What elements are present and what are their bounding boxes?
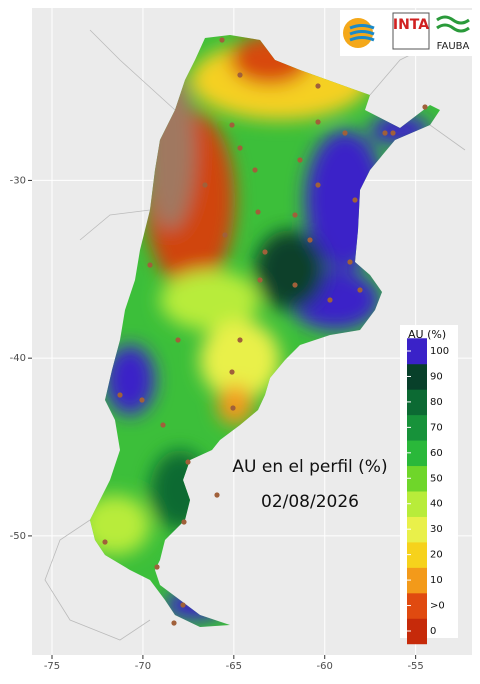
station bbox=[237, 72, 243, 78]
legend-swatch bbox=[407, 592, 427, 619]
station bbox=[315, 182, 321, 188]
legend-label: 80 bbox=[430, 397, 443, 408]
stations bbox=[102, 37, 428, 626]
station bbox=[171, 620, 177, 626]
legend-swatch bbox=[407, 363, 427, 390]
legend-label: 60 bbox=[430, 448, 443, 459]
station bbox=[222, 232, 228, 238]
station bbox=[347, 259, 353, 265]
station bbox=[154, 564, 160, 570]
legend-swatch bbox=[407, 516, 427, 543]
legend-swatch bbox=[407, 541, 427, 568]
legend-label: 20 bbox=[430, 550, 443, 561]
station bbox=[262, 249, 268, 255]
station bbox=[307, 237, 313, 243]
annotation: 02/08/2026 bbox=[261, 492, 359, 512]
legend-label: 50 bbox=[430, 473, 443, 484]
legend-label: 30 bbox=[430, 524, 443, 535]
station bbox=[297, 157, 303, 163]
x-tick-label: -65 bbox=[226, 661, 242, 672]
station bbox=[237, 145, 243, 151]
station bbox=[252, 167, 258, 173]
station bbox=[102, 539, 108, 545]
x-tick-label: -60 bbox=[317, 661, 333, 672]
legend-label: 40 bbox=[430, 499, 443, 510]
legend-swatch bbox=[407, 389, 427, 416]
legend-label: 90 bbox=[430, 371, 443, 382]
station bbox=[202, 182, 208, 188]
station bbox=[117, 392, 123, 398]
x-tick-label: -75 bbox=[44, 661, 60, 672]
logo-fauba bbox=[436, 15, 470, 33]
station bbox=[292, 212, 298, 218]
y-tick-label: -40 bbox=[10, 353, 26, 364]
station bbox=[342, 130, 348, 136]
station bbox=[257, 277, 263, 283]
station bbox=[315, 119, 321, 125]
station bbox=[219, 37, 225, 43]
legend-label: >0 bbox=[430, 601, 445, 612]
station bbox=[357, 287, 363, 293]
station bbox=[139, 397, 145, 403]
station bbox=[185, 459, 191, 465]
station bbox=[255, 209, 261, 215]
x-tick-label: -70 bbox=[135, 661, 151, 672]
legend-label: 100 bbox=[430, 346, 449, 357]
legend-swatch bbox=[407, 491, 427, 517]
station bbox=[180, 602, 186, 608]
neighbors bbox=[44, 29, 466, 641]
y-tick-label: -30 bbox=[10, 175, 26, 186]
station bbox=[160, 422, 166, 428]
station bbox=[229, 122, 235, 128]
y-tick-label: -50 bbox=[10, 531, 26, 542]
station bbox=[237, 337, 243, 343]
station bbox=[147, 262, 153, 268]
logo-text: FAUBA bbox=[437, 41, 470, 52]
legend-label: 10 bbox=[430, 575, 443, 586]
station bbox=[175, 337, 181, 343]
legend-swatch bbox=[407, 338, 427, 365]
station bbox=[327, 297, 333, 303]
legend-swatch bbox=[407, 465, 427, 492]
station bbox=[382, 130, 388, 136]
station bbox=[230, 405, 236, 411]
annotation: AU en el perfil (%) bbox=[232, 457, 387, 477]
station bbox=[229, 369, 235, 375]
station bbox=[214, 492, 220, 498]
station bbox=[422, 104, 428, 110]
legend-title: AU (%) bbox=[408, 328, 446, 341]
logo-inta bbox=[392, 12, 430, 50]
station bbox=[315, 83, 321, 89]
station bbox=[292, 282, 298, 288]
legend-swatch bbox=[407, 440, 427, 467]
logo-text: INTA bbox=[393, 17, 429, 33]
legend-label: 70 bbox=[430, 422, 443, 433]
station bbox=[352, 197, 358, 203]
station bbox=[181, 519, 187, 525]
logo-waves bbox=[349, 24, 375, 42]
station bbox=[390, 130, 396, 136]
legend-label: 0 bbox=[430, 626, 436, 637]
legend-swatch bbox=[407, 618, 427, 645]
x-tick-label: -55 bbox=[407, 661, 423, 672]
legend-swatch bbox=[407, 567, 427, 594]
legend-swatch bbox=[407, 414, 427, 441]
